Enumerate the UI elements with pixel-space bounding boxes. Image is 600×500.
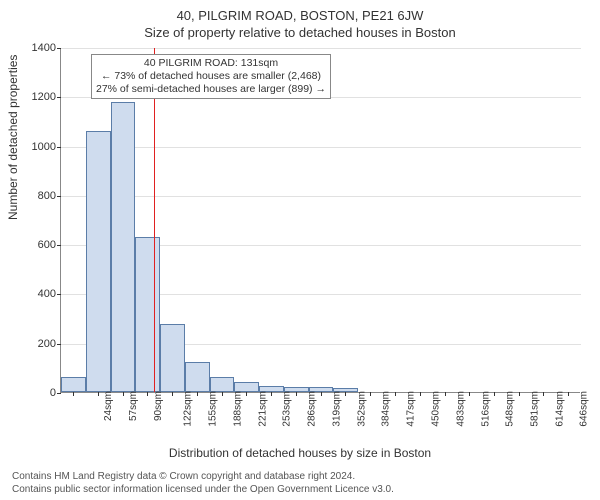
page-title: 40, PILGRIM ROAD, BOSTON, PE21 6JW: [12, 8, 588, 23]
xtick-mark: [469, 392, 470, 396]
xtick-mark: [395, 392, 396, 396]
ytick-label: 0: [21, 387, 56, 399]
histogram-bar: [210, 377, 235, 392]
footer-attribution: Contains HM Land Registry data © Crown c…: [12, 470, 394, 496]
xtick-label: 352sqm: [357, 391, 368, 427]
reference-line: [154, 48, 155, 392]
xtick-label: 516sqm: [481, 391, 492, 427]
xtick-mark: [321, 392, 322, 396]
histogram-bar: [86, 131, 111, 392]
ytick-mark: [57, 245, 61, 246]
xtick-mark: [246, 392, 247, 396]
y-axis-label: Number of detached properties: [6, 55, 20, 220]
xtick-mark: [98, 392, 99, 396]
ytick-mark: [57, 196, 61, 197]
ytick-label: 600: [21, 239, 56, 251]
x-axis-label: Distribution of detached houses by size …: [0, 446, 600, 460]
ytick-mark: [57, 344, 61, 345]
histogram-plot: 020040060080010001200140024sqm57sqm90sqm…: [60, 48, 580, 393]
footer-line-1: Contains HM Land Registry data © Crown c…: [12, 470, 394, 483]
ytick-label: 1200: [21, 91, 56, 103]
xtick-label: 57sqm: [128, 391, 139, 421]
histogram-bar: [111, 102, 136, 392]
xtick-label: 155sqm: [208, 391, 219, 427]
xtick-mark: [445, 392, 446, 396]
xtick-label: 24sqm: [103, 391, 114, 421]
xtick-label: 122sqm: [183, 391, 194, 427]
xtick-label: 253sqm: [282, 391, 293, 427]
xtick-label: 286sqm: [307, 391, 318, 427]
xtick-mark: [519, 392, 520, 396]
xtick-mark: [271, 392, 272, 396]
histogram-bar: [185, 362, 210, 392]
grid-line: [61, 147, 581, 148]
histogram-bar: [160, 324, 185, 392]
xtick-label: 646sqm: [579, 391, 590, 427]
xtick-mark: [296, 392, 297, 396]
xtick-mark: [370, 392, 371, 396]
footer-line-2: Contains public sector information licen…: [12, 483, 394, 496]
xtick-label: 319sqm: [332, 391, 343, 427]
xtick-label: 450sqm: [431, 391, 442, 427]
xtick-label: 581sqm: [530, 391, 541, 427]
xtick-label: 614sqm: [555, 391, 566, 427]
ytick-label: 400: [21, 288, 56, 300]
grid-line: [61, 196, 581, 197]
xtick-label: 188sqm: [233, 391, 244, 427]
xtick-mark: [197, 392, 198, 396]
histogram-bar: [135, 237, 160, 392]
xtick-label: 384sqm: [381, 391, 392, 427]
ytick-mark: [57, 48, 61, 49]
ytick-label: 1000: [21, 141, 56, 153]
xtick-mark: [172, 392, 173, 396]
ytick-label: 1400: [21, 42, 56, 54]
annotation-line-1: 40 PILGRIM ROAD: 131sqm: [96, 57, 326, 70]
annotation-line-3: 27% of semi-detached houses are larger (…: [96, 83, 326, 96]
annotation-box: 40 PILGRIM ROAD: 131sqm ← 73% of detache…: [91, 54, 331, 99]
xtick-label: 417sqm: [406, 391, 417, 427]
ytick-mark: [57, 294, 61, 295]
xtick-mark: [543, 392, 544, 396]
xtick-label: 90sqm: [153, 391, 164, 421]
histogram-bar: [61, 377, 86, 392]
xtick-label: 221sqm: [258, 391, 269, 427]
grid-line: [61, 48, 581, 49]
xtick-label: 548sqm: [505, 391, 516, 427]
xtick-mark: [345, 392, 346, 396]
ytick-mark: [57, 393, 61, 394]
ytick-label: 800: [21, 190, 56, 202]
xtick-label: 483sqm: [456, 391, 467, 427]
chart-area: 020040060080010001200140024sqm57sqm90sqm…: [60, 48, 580, 393]
chart-subtitle: Size of property relative to detached ho…: [12, 25, 588, 40]
ytick-label: 200: [21, 338, 56, 350]
xtick-mark: [147, 392, 148, 396]
ytick-mark: [57, 97, 61, 98]
xtick-mark: [123, 392, 124, 396]
xtick-mark: [222, 392, 223, 396]
xtick-mark: [568, 392, 569, 396]
annotation-line-2: ← 73% of detached houses are smaller (2,…: [96, 70, 326, 83]
xtick-mark: [420, 392, 421, 396]
xtick-mark: [73, 392, 74, 396]
xtick-mark: [494, 392, 495, 396]
ytick-mark: [57, 147, 61, 148]
